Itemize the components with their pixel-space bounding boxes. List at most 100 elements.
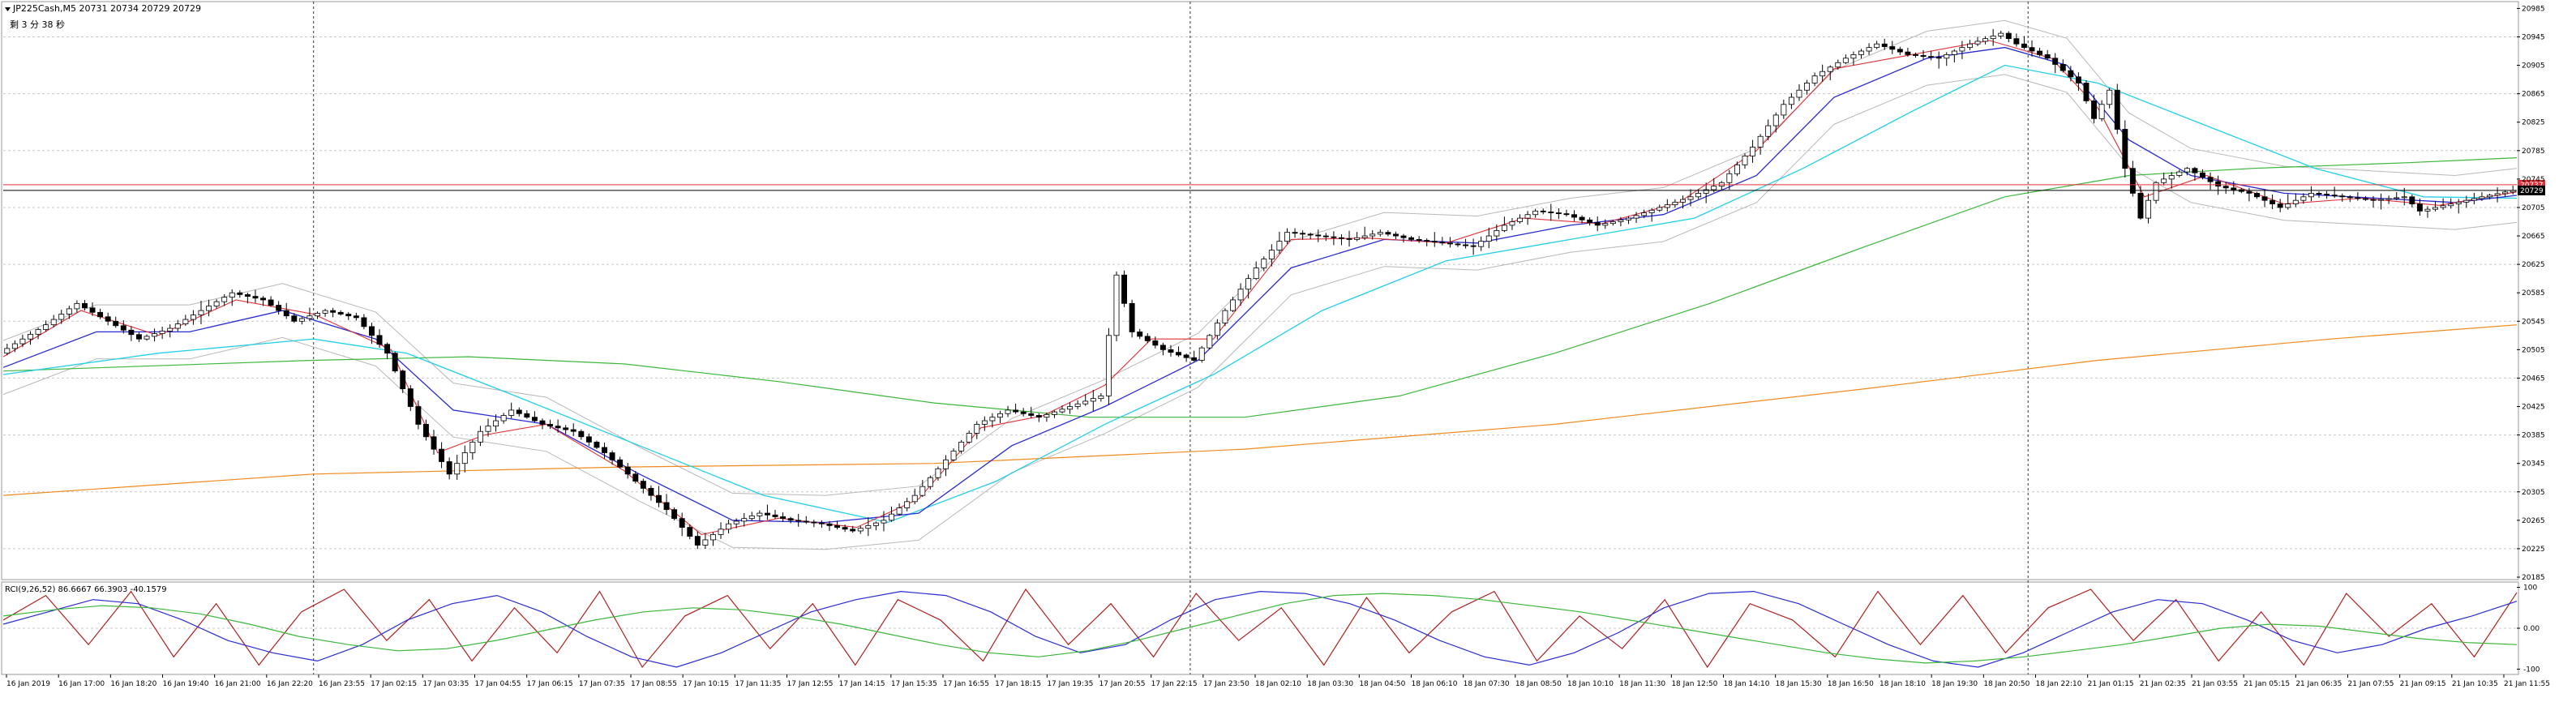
bear-candle [345,314,352,317]
bear-candle [787,518,794,521]
bull-candle [1866,47,1872,52]
bull-candle [167,327,174,332]
bull-candle [1354,237,1361,240]
bull-candle [322,310,328,314]
price-tick-label: 20825 [2522,119,2545,127]
bear-candle [1144,336,1151,341]
bull-candle [1641,212,1648,216]
price-tick-label: 20865 [2522,91,2545,99]
bear-candle [439,448,445,462]
bull-candle [1811,75,1818,83]
bear-candle [1439,242,1446,244]
bull-candle [485,426,491,432]
time-axis: 16 Jan 2019 16 Jan 17:00 16 Jan 18:20 16 Ja… [6,674,2550,688]
bull-candle [2455,201,2462,204]
bull-candle [919,486,926,496]
bull-candle [2300,196,2307,201]
bear-candle [2192,168,2198,173]
bear-candle [1168,349,1174,353]
bear-candle [135,334,142,340]
bear-candle [795,520,802,522]
bull-candle [943,459,949,469]
bull-candle [221,297,228,302]
price-tick-label: 20385 [2522,432,2545,440]
bear-candle [516,409,522,414]
bear-candle [2083,83,2090,101]
bear-candle [585,436,592,443]
bull-candle [2161,178,2167,183]
bull-candle [1990,35,1996,40]
ma-fast-line [2,40,2518,535]
bull-candle [1609,221,1616,225]
bear-candle [563,427,569,430]
bear-candle [431,436,437,450]
time-tick-label: 18 Jan 14:10 [1724,680,1770,688]
bear-candle [1035,415,1042,418]
rci-tick-label: 0.00 [2523,625,2540,633]
bull-candle [1959,47,1965,52]
bear-candle [547,424,553,427]
bull-candle [2432,207,2438,210]
bear-candle [2029,47,2035,52]
rci-axis: 100 0.00 -100 [2517,584,2540,674]
time-tick-label: 18 Jan 18:10 [1879,680,1926,688]
bull-candle [1781,104,1787,116]
bull-candle [1284,232,1290,242]
symbol-dropdown-icon[interactable] [5,7,11,11]
bull-candle [229,292,235,298]
bull-candle [974,424,980,434]
bull-candle [702,539,709,546]
bull-candle [2440,205,2446,208]
bear-candle [268,299,274,306]
bear-candle [609,452,615,460]
bear-candle [2207,177,2214,182]
bull-candle [1765,125,1772,137]
bull-candle [1517,217,1523,222]
bull-candle [958,441,965,452]
bull-candle [206,306,212,311]
bear-candle [663,502,670,511]
bear-candle [1594,222,1601,226]
bull-candle [1214,323,1220,336]
price-tick-label: 20545 [2522,318,2545,326]
time-tick-label: 16 Jan 17:00 [58,680,105,688]
bull-candle [1827,66,1833,72]
bull-candle [989,417,996,422]
time-tick-label: 16 Jan 23:55 [319,680,365,688]
bear-candle [1121,274,1128,304]
bull-candle [159,330,165,335]
bull-candle [881,520,887,524]
time-tick-label: 17 Jan 11:35 [735,680,781,688]
bull-candle [1944,54,1950,59]
time-tick-label: 17 Jan 02:15 [371,680,417,688]
bear-candle [400,370,406,389]
bear-candle [1555,212,1562,215]
bull-candle [461,452,468,464]
bear-candle [2409,196,2415,204]
time-tick-label: 18 Jan 08:50 [1515,680,1562,688]
bear-candle [1463,244,1469,246]
bull-candle [1044,413,1050,418]
time-tick-label: 18 Jan 04:50 [1359,680,1405,688]
price-tick-label: 20985 [2522,5,2545,13]
bull-candle [935,468,941,478]
time-tick-label: 17 Jan 06:15 [527,680,573,688]
bull-candle [1772,114,1779,126]
bear-candle [2091,100,2098,119]
bull-candle [741,518,748,522]
bear-candle [687,527,693,537]
bull-candle [1726,173,1733,183]
bull-candle [1695,193,1702,198]
bull-candle [1633,215,1639,219]
bull-candle [1687,196,1694,200]
price-tick-label: 20185 [2522,574,2545,582]
bull-candle [1369,233,1376,237]
bull-candle [2184,168,2190,173]
bull-candle [4,348,11,354]
time-tick-label: 18 Jan 03:30 [1307,680,1353,688]
time-tick-label: 21 Jan 02:35 [2140,680,2186,688]
bear-candle [1315,234,1322,237]
bull-candle [981,420,988,425]
bear-candle [1897,49,1903,53]
